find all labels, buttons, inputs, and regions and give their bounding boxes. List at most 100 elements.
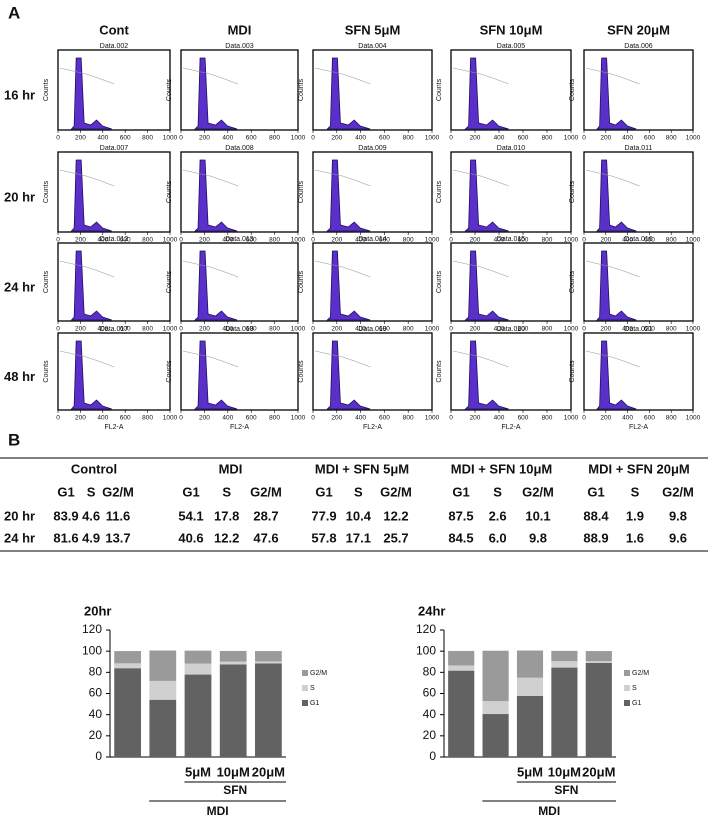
- histogram-frame: [450, 49, 572, 131]
- x-tick-label: 800: [403, 135, 414, 142]
- x-tick-label: 1000: [291, 415, 306, 422]
- y-tick-label: 20: [423, 728, 437, 742]
- x-tick-label: 0: [582, 237, 586, 244]
- x-tick-label: 0: [449, 415, 453, 422]
- x-tick-label: 400: [355, 415, 366, 422]
- histogram-frame: [583, 242, 694, 322]
- y-axis-label: Counts: [298, 360, 305, 383]
- sample-label: Data.016: [624, 236, 653, 243]
- x-tick-label: 0: [56, 326, 60, 333]
- histogram-frame: [583, 49, 694, 131]
- table-cell: 54.1: [178, 508, 203, 523]
- histogram-frame: [180, 49, 299, 131]
- legend-label: G2/M: [310, 670, 327, 677]
- x-tick-label: 400: [494, 415, 505, 422]
- sample-label: Data.007: [100, 145, 129, 152]
- y-tick-label: 0: [429, 749, 436, 763]
- panel-label: A: [8, 3, 20, 22]
- gate-lines: [59, 67, 115, 85]
- x-tick-label: 600: [246, 326, 257, 333]
- sample-label: Data.012: [100, 236, 129, 243]
- histogram-frame: [180, 151, 299, 233]
- x-tick-label: 800: [542, 237, 553, 244]
- sub-header: S: [87, 484, 96, 499]
- histogram: [194, 250, 238, 321]
- panel-label: B: [8, 430, 20, 449]
- y-axis-label: Counts: [166, 270, 173, 293]
- legend-label: G1: [310, 700, 319, 707]
- column-header: Cont: [99, 22, 129, 37]
- x-tick-label: 200: [600, 326, 611, 333]
- histogram: [464, 340, 509, 410]
- gate-lines: [585, 350, 640, 368]
- y-tick-label: 40: [423, 707, 437, 721]
- sample-label: Data.002: [100, 43, 129, 50]
- gate-lines: [182, 350, 239, 368]
- y-axis-label: Counts: [43, 360, 50, 383]
- y-tick-label: 0: [95, 749, 102, 763]
- x-tick-label: 1000: [425, 326, 440, 333]
- y-axis-label: Counts: [166, 360, 173, 383]
- x-tick-label: 600: [644, 237, 655, 244]
- x-tick-label: 800: [269, 326, 280, 333]
- table-cell: 1.6: [626, 530, 644, 545]
- x-tick-label: 20μM: [582, 764, 615, 779]
- legend-swatch: [302, 700, 308, 706]
- bar-segment: [149, 699, 177, 757]
- y-axis-label: Counts: [436, 360, 443, 383]
- bar-segment: [551, 650, 578, 662]
- table-cell: 40.6: [178, 530, 203, 545]
- x-tick-label: 0: [449, 326, 453, 333]
- x-tick-label: 1000: [163, 237, 178, 244]
- x-tick-label: 800: [666, 237, 677, 244]
- sample-label: Data.014: [358, 236, 387, 243]
- histogram-frame: [583, 151, 694, 233]
- histogram: [326, 159, 371, 232]
- x-tick-label: 200: [470, 237, 481, 244]
- x-tick-label: 1000: [291, 135, 306, 142]
- table-cell: 6.0: [489, 530, 507, 545]
- x-tick-label: 0: [582, 326, 586, 333]
- table-cell: 1.9: [626, 508, 644, 523]
- table-cell: 47.6: [253, 530, 278, 545]
- x-tick-label: 800: [403, 326, 414, 333]
- histogram-frame: [57, 151, 171, 233]
- x-tick-label: 1000: [291, 326, 306, 333]
- y-axis-label: Counts: [569, 360, 576, 383]
- legend-label: S: [632, 685, 637, 692]
- x-tick-label: 1000: [425, 135, 440, 142]
- gate-lines: [585, 260, 640, 278]
- bar-segment: [184, 650, 212, 664]
- x-tick-label: 600: [518, 237, 529, 244]
- y-tick-label: 80: [89, 665, 103, 679]
- x-tick-label: 0: [582, 415, 586, 422]
- y-axis-label: Counts: [298, 270, 305, 293]
- histogram: [70, 250, 112, 321]
- x-tick-label: 200: [600, 237, 611, 244]
- bar-segment: [255, 651, 282, 662]
- bar-segment: [114, 668, 141, 757]
- histogram-frame: [450, 151, 572, 233]
- table-cell: 57.8: [311, 530, 336, 545]
- x-tick-label: 1000: [564, 237, 579, 244]
- histogram: [464, 159, 509, 232]
- table-cell: 25.7: [383, 530, 408, 545]
- gate-lines: [182, 67, 239, 85]
- x-tick-label: 800: [403, 415, 414, 422]
- sample-label: Data.003: [225, 43, 254, 50]
- gate-lines: [182, 169, 239, 187]
- bar-segment: [482, 650, 509, 702]
- x-tick-label: 800: [666, 415, 677, 422]
- histogram: [464, 250, 509, 321]
- bar-segment: [448, 670, 475, 757]
- sub-header: G2/M: [522, 484, 554, 499]
- x-tick-label: 400: [494, 326, 505, 333]
- x-tick-label: 600: [120, 326, 131, 333]
- x-tick-label: 600: [644, 135, 655, 142]
- group-header: MDI: [219, 461, 243, 476]
- group-label: SFN: [223, 783, 247, 797]
- table-cell: 10.1: [525, 508, 550, 523]
- sub-header: S: [631, 484, 640, 499]
- histogram-frame: [450, 332, 572, 411]
- sub-header: G2/M: [102, 484, 134, 499]
